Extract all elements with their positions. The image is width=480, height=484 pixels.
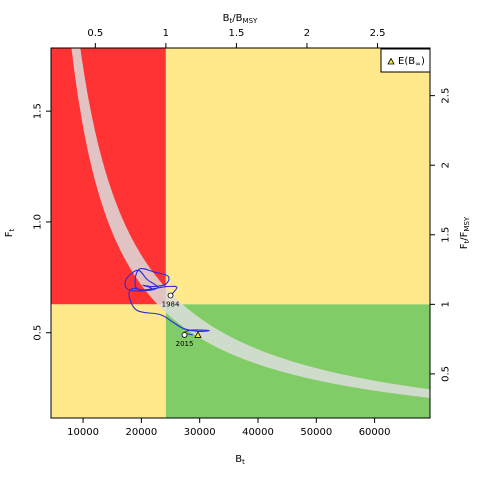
axes-group: 10000 20000 30000 40000 50000 60000 0.5 1.0 1.5 0…	[33, 28, 452, 438]
start-point	[167, 292, 174, 299]
overfished-zone	[51, 304, 166, 418]
x-tick-label: 60000	[359, 427, 391, 438]
legend: E(B∞)	[380, 48, 431, 73]
plot-frame	[50, 47, 431, 419]
top-tick-label: 2	[304, 28, 310, 39]
x-tick-label: 10000	[67, 427, 99, 438]
right-tick-label: 2.5	[441, 88, 452, 104]
overfishing-zone	[165, 48, 430, 305]
trajectory-group	[124, 267, 210, 336]
x-tick-label: 50000	[300, 427, 332, 438]
healthy-zone	[165, 304, 430, 418]
legend-label: E(B∞)	[398, 56, 425, 68]
y-tick-label: 1.5	[33, 103, 44, 119]
x-axis-label: Bt	[235, 454, 245, 466]
y-tick-label: 0.5	[33, 325, 44, 341]
right-axis-label: Ft/FMSY	[459, 216, 471, 249]
right-tick-label: 2	[441, 162, 452, 168]
right-tick-label: 0.5	[441, 366, 452, 382]
x-tick-label: 20000	[125, 427, 157, 438]
legend-box	[380, 48, 431, 73]
x-tick-label: 40000	[242, 427, 274, 438]
biomass-trajectory	[124, 267, 210, 336]
right-tick-label: 1.5	[441, 227, 452, 243]
top-tick-label: 0.5	[87, 28, 103, 39]
top-tick-label: 2.5	[370, 28, 386, 39]
top-tick-label: 1.5	[228, 28, 244, 39]
right-tick-label: 1	[441, 301, 452, 307]
legend-triangle-icon	[387, 57, 395, 65]
y-tick-label: 1.0	[33, 214, 44, 230]
top-tick-label: 1	[163, 28, 169, 39]
top-axis-label: Bt/BMSY	[223, 13, 258, 25]
expected-biomass-marker	[194, 331, 202, 338]
y-axis-label: Ft	[4, 228, 16, 237]
x-tick-label: 30000	[184, 427, 216, 438]
overfished-overfishing-zone	[51, 48, 166, 305]
end-year-label: 2015	[176, 340, 194, 348]
start-year-label: 1984	[162, 300, 180, 308]
marker-group: 1984 2015	[162, 292, 202, 348]
end-point	[181, 332, 188, 338]
status-zones	[51, 48, 430, 418]
